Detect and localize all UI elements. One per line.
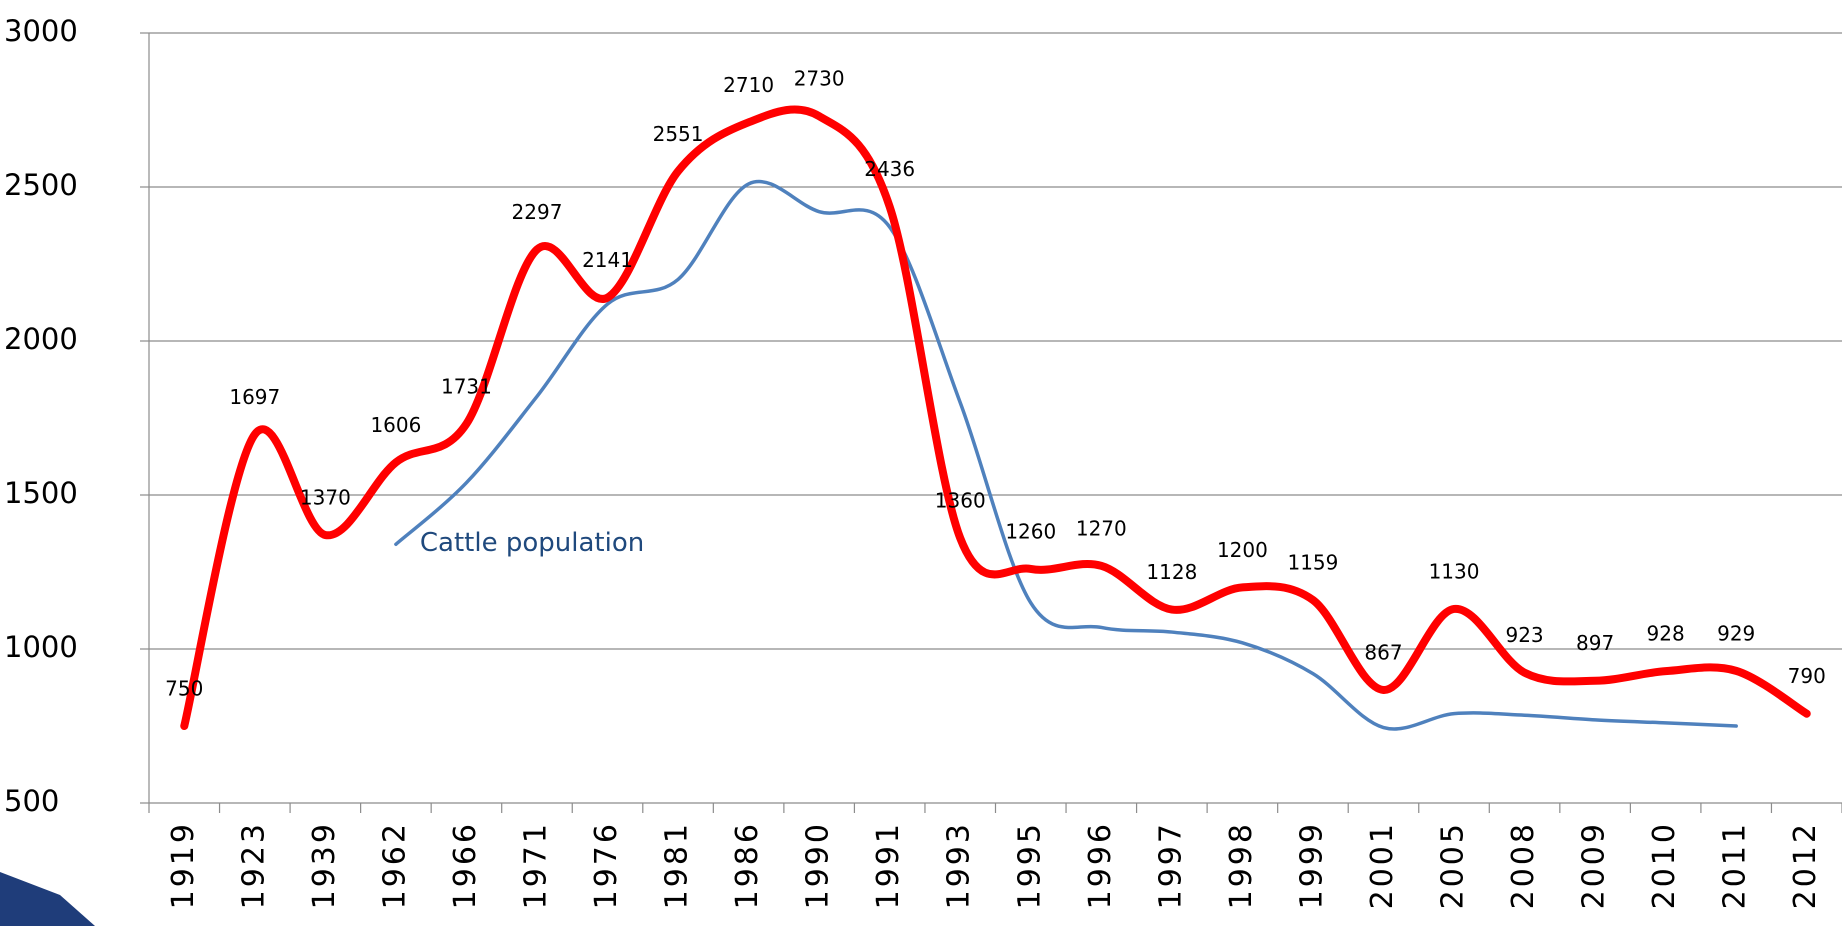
- data-label: 790: [1788, 664, 1826, 688]
- x-tick-label: 1993: [942, 821, 977, 909]
- y-tick-label: 500: [4, 784, 59, 818]
- y-tick-label: 3000: [4, 14, 78, 48]
- y-tick-label: 1000: [4, 630, 78, 664]
- y-tick-label: 2000: [4, 322, 78, 356]
- data-label: 1130: [1429, 559, 1480, 583]
- y-tick-label: 1500: [4, 476, 78, 510]
- x-tick-label: 2009: [1577, 821, 1612, 909]
- x-tick-label: 1923: [236, 821, 271, 909]
- x-tick-label: 1997: [1153, 821, 1188, 909]
- data-label: 2551: [653, 122, 704, 146]
- data-label: 2730: [794, 67, 845, 91]
- data-label: 1697: [229, 385, 280, 409]
- x-tick-label: 1998: [1224, 821, 1259, 909]
- data-label: 923: [1505, 623, 1543, 647]
- data-label: 1128: [1146, 560, 1197, 584]
- x-tick-label: 1990: [801, 821, 836, 909]
- data-label: 2141: [582, 248, 633, 272]
- data-label: 1270: [1076, 516, 1127, 540]
- x-tick-label: 1966: [448, 821, 483, 909]
- data-label: 2436: [864, 157, 915, 181]
- x-tick-label: 1971: [518, 821, 553, 909]
- data-label: 2297: [512, 200, 563, 224]
- x-tick-label: 1999: [1294, 821, 1329, 909]
- data-label: 929: [1717, 621, 1755, 645]
- x-tick-label: 1939: [307, 821, 342, 909]
- data-label: 1731: [441, 374, 492, 398]
- x-tick-label: 2005: [1436, 821, 1471, 909]
- x-tick-label: 2001: [1365, 821, 1400, 909]
- x-tick-label: 1962: [377, 821, 412, 909]
- x-tick-label: 1919: [166, 821, 201, 909]
- data-label: 897: [1576, 631, 1614, 655]
- data-label: 1260: [1005, 519, 1056, 543]
- data-label: 1360: [935, 489, 986, 513]
- x-tick-label: 2010: [1647, 821, 1682, 909]
- x-tick-label: 1991: [871, 821, 906, 909]
- x-tick-label: 1976: [589, 821, 624, 909]
- data-label: 928: [1647, 622, 1685, 646]
- series-line: [180, 105, 1811, 730]
- data-label: 1606: [370, 413, 421, 437]
- x-tick-label: 2012: [1788, 821, 1823, 909]
- x-tick-label: 1981: [660, 821, 695, 909]
- data-label: 750: [165, 677, 203, 701]
- data-label: 1159: [1287, 551, 1338, 575]
- data-label: 2710: [723, 73, 774, 97]
- x-tick-label: 1996: [1083, 821, 1118, 909]
- data-label: 867: [1364, 640, 1402, 664]
- series-label: Cattle population: [420, 528, 644, 558]
- data-label: 1370: [300, 486, 351, 510]
- x-tick-label: 2011: [1718, 821, 1753, 909]
- y-tick-label: 2500: [4, 168, 78, 202]
- corner-decoration: [0, 872, 95, 926]
- x-tick-label: 1986: [730, 821, 765, 909]
- data-label: 1200: [1217, 538, 1268, 562]
- x-tick-label: 1995: [1012, 821, 1047, 909]
- x-tick-label: 2008: [1506, 821, 1541, 909]
